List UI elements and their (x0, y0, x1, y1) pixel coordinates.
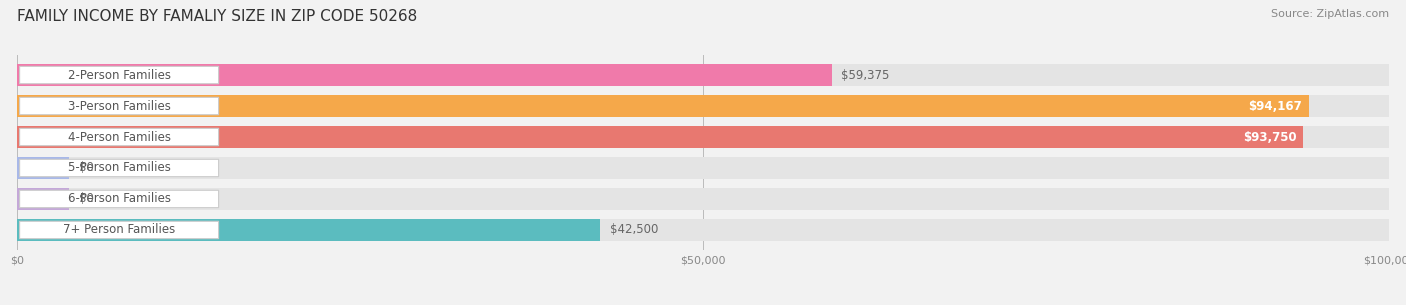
Text: FAMILY INCOME BY FAMALIY SIZE IN ZIP CODE 50268: FAMILY INCOME BY FAMALIY SIZE IN ZIP COD… (17, 9, 418, 24)
Bar (17, 126, 1303, 148)
Text: $59,375: $59,375 (841, 69, 890, 81)
FancyBboxPatch shape (20, 221, 218, 239)
Text: 6-Person Families: 6-Person Families (67, 192, 170, 206)
FancyBboxPatch shape (20, 66, 218, 84)
Bar (17, 188, 69, 210)
Bar (17, 219, 1389, 241)
FancyBboxPatch shape (20, 128, 218, 146)
Text: 5-Person Families: 5-Person Families (67, 161, 170, 174)
Bar (17, 219, 600, 241)
Text: $93,750: $93,750 (1243, 131, 1296, 144)
Text: $42,500: $42,500 (610, 224, 658, 236)
Text: 4-Person Families: 4-Person Families (67, 131, 170, 144)
Text: 3-Person Families: 3-Person Families (67, 99, 170, 113)
Bar (17, 157, 1389, 179)
Bar (17, 188, 1389, 210)
Text: Source: ZipAtlas.com: Source: ZipAtlas.com (1271, 9, 1389, 19)
FancyBboxPatch shape (20, 159, 218, 177)
Bar (17, 64, 1389, 86)
Text: 2-Person Families: 2-Person Families (67, 69, 170, 81)
Text: 7+ Person Families: 7+ Person Families (63, 224, 176, 236)
FancyBboxPatch shape (20, 190, 218, 208)
Bar (17, 126, 1389, 148)
Text: $0: $0 (79, 192, 93, 206)
Bar (17, 95, 1389, 117)
Bar (17, 64, 832, 86)
Bar (17, 157, 69, 179)
Text: $0: $0 (79, 161, 93, 174)
Bar (17, 95, 1309, 117)
Text: $94,167: $94,167 (1249, 99, 1302, 113)
FancyBboxPatch shape (20, 97, 218, 115)
